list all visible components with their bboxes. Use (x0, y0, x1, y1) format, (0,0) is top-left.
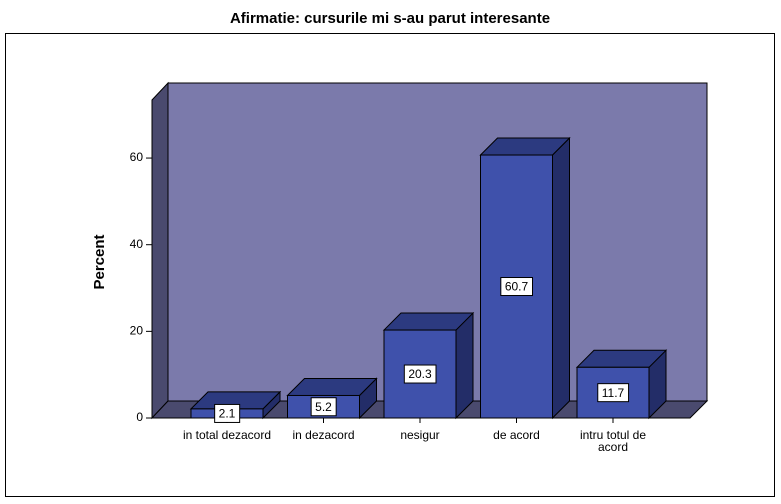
value-label-box (310, 397, 337, 417)
chart-frame (5, 33, 775, 497)
value-label: 2.1 (219, 407, 236, 421)
y-tick-label: 40 (130, 237, 144, 251)
x-tick-label: intru totul de acord (579, 428, 647, 454)
value-label-box (214, 403, 241, 423)
x-tick-label: nesigur (400, 428, 440, 442)
y-tick-label: 20 (130, 324, 144, 338)
bar-side (455, 311, 474, 420)
x-tick-label: in dezacord (292, 428, 355, 442)
value-label: 11.7 (602, 386, 625, 400)
value-label: 5.2 (315, 400, 332, 414)
y-tick-label: 0 (136, 410, 143, 424)
left-wall (151, 81, 169, 420)
value-label-box (403, 364, 437, 384)
x-tick-label: in total dezacord (182, 428, 272, 442)
x-tick-label: de acord (493, 428, 540, 442)
value-label: 60.7 (505, 280, 529, 294)
bar-side (552, 136, 570, 420)
value-label: 20.3 (408, 367, 432, 381)
y-axis-label: Percent (91, 234, 108, 289)
value-label-box (597, 383, 630, 403)
y-tick-label: 60 (130, 150, 144, 164)
chart-title: Afirmatie: cursurile mi s-au parut inter… (230, 10, 550, 27)
value-label-box (500, 277, 534, 297)
